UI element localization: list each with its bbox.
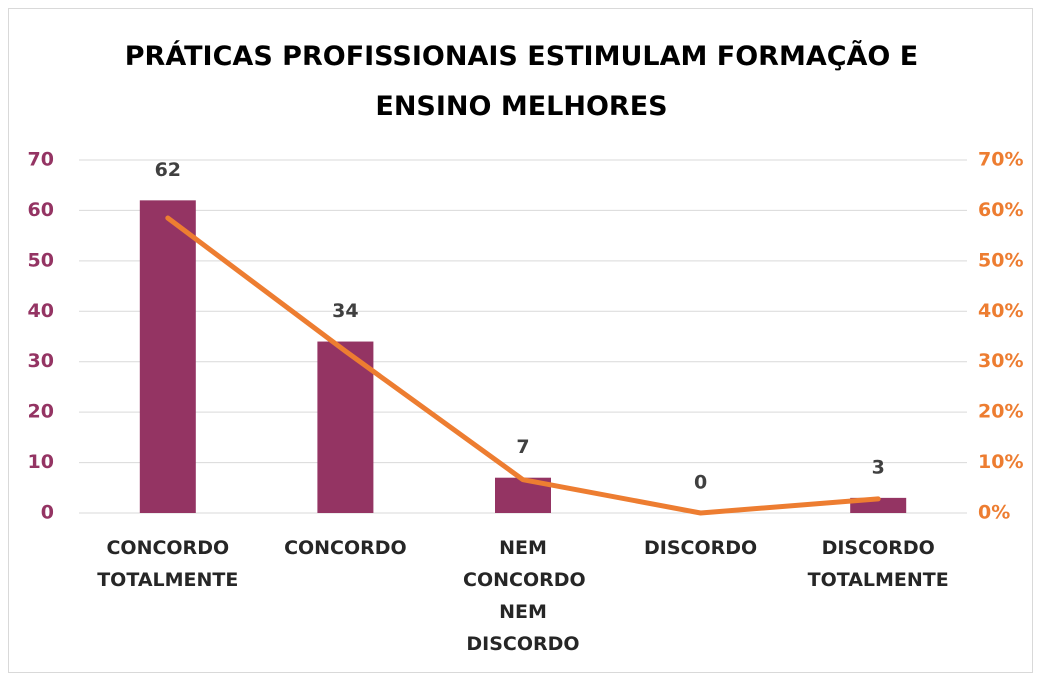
data-label: 34 <box>332 300 358 322</box>
x-tick-label: CONCORDO <box>284 537 407 559</box>
y-tick-label: 0 <box>41 502 54 524</box>
y-tick-label: 10 <box>28 451 54 473</box>
y2-tick-label: 50% <box>978 249 1023 271</box>
x-tick-label: NEM CONCORDO NEM DISCORDO <box>463 537 586 655</box>
y-tick-label: 20 <box>28 401 54 423</box>
y2-tick-label: 10% <box>978 451 1023 473</box>
data-label: 62 <box>155 159 181 181</box>
bar <box>139 200 196 514</box>
x-tick-label: DISCORDO TOTALMENTE <box>807 537 949 591</box>
data-label: 3 <box>872 456 885 478</box>
y-tick-label: 30 <box>28 350 54 372</box>
y2-tick-label: 0% <box>978 502 1010 524</box>
data-label: 0 <box>694 472 707 494</box>
y2-tick-label: 70% <box>978 149 1023 171</box>
y2-tick-label: 40% <box>978 300 1023 322</box>
y2-tick-label: 60% <box>978 199 1023 221</box>
y-tick-label: 60 <box>28 199 54 221</box>
bar <box>317 341 374 513</box>
y2-tick-label: 20% <box>978 401 1023 423</box>
data-label: 7 <box>516 436 529 458</box>
x-tick-label: CONCORDO TOTALMENTE <box>97 537 239 591</box>
y-tick-label: 40 <box>28 300 54 322</box>
y-tick-label: 70 <box>28 149 54 171</box>
y-tick-label: 50 <box>28 249 54 271</box>
line <box>165 215 881 516</box>
y2-tick-label: 30% <box>978 350 1023 372</box>
chart-frame <box>8 8 1033 673</box>
x-tick-label: DISCORDO <box>644 537 758 559</box>
chart-title: PRÁTICAS PROFISSIONAIS ESTIMULAM FORMAÇÃ… <box>124 41 919 122</box>
